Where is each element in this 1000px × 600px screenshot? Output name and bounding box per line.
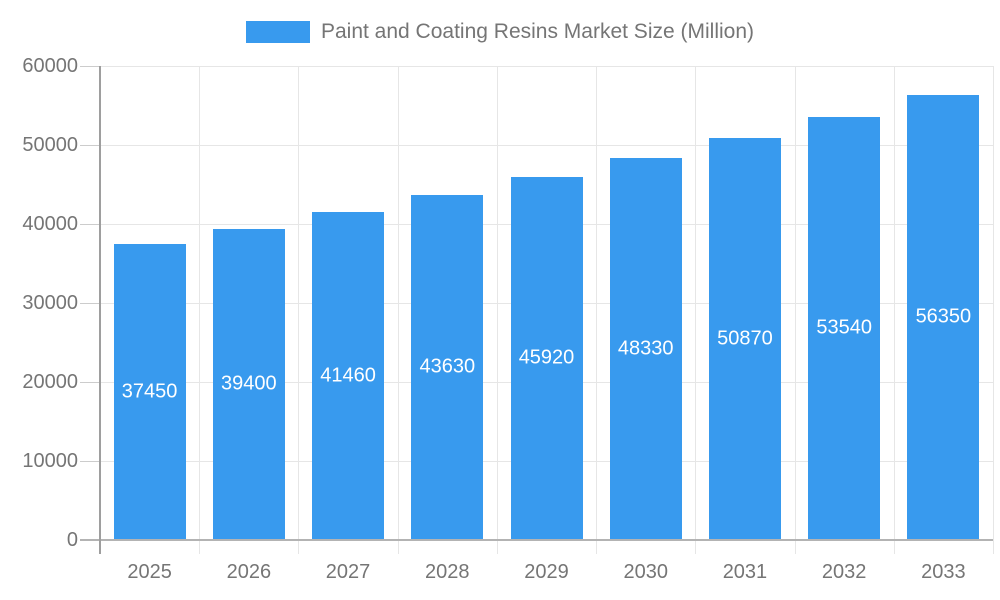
y-axis-label: 0 bbox=[66, 529, 78, 551]
bar-value-label: 50870 bbox=[717, 327, 773, 350]
bar-2031[interactable]: 50870 bbox=[708, 138, 781, 539]
x-axis-label: 2029 bbox=[524, 561, 569, 583]
bar-value-label: 43630 bbox=[419, 355, 476, 378]
y-axis-label: 50000 bbox=[22, 134, 78, 156]
y-axis-tick bbox=[80, 382, 100, 383]
bar-value-label: 48330 bbox=[617, 337, 674, 360]
x-axis-label: 2027 bbox=[325, 561, 371, 583]
bar-2025[interactable]: 37450 bbox=[113, 244, 186, 539]
y-gridline bbox=[100, 66, 993, 67]
y-axis-label: 30000 bbox=[22, 292, 78, 314]
bar-2032[interactable]: 53540 bbox=[808, 117, 881, 539]
y-axis-tick bbox=[80, 224, 100, 225]
legend-swatch bbox=[245, 21, 310, 43]
y-gridline bbox=[100, 145, 993, 146]
bar-2028[interactable]: 43630 bbox=[411, 195, 484, 539]
bar-value-label: 56350 bbox=[915, 305, 972, 328]
x-axis-label: 2025 bbox=[127, 561, 172, 583]
y-axis-label: 10000 bbox=[22, 450, 78, 472]
x-axis-label: 2030 bbox=[623, 561, 668, 583]
y-axis-tick bbox=[80, 303, 100, 304]
bar-value-label: 45920 bbox=[518, 346, 575, 369]
bar-value-label: 37450 bbox=[121, 380, 178, 403]
y-axis-label: 60000 bbox=[22, 55, 78, 77]
y-axis-tick bbox=[80, 145, 100, 146]
x-axis-label: 2033 bbox=[921, 561, 966, 583]
bar-value-label: 39400 bbox=[221, 372, 277, 395]
bar-2033[interactable]: 56350 bbox=[907, 94, 980, 539]
y-axis-line bbox=[99, 66, 101, 554]
bar-2026[interactable]: 39400 bbox=[212, 228, 285, 539]
x-axis-line bbox=[80, 539, 993, 541]
x-gridline bbox=[794, 66, 796, 554]
x-gridline bbox=[298, 66, 300, 554]
bar-2027[interactable]: 41460 bbox=[312, 212, 385, 539]
x-gridline bbox=[695, 66, 697, 554]
bar-value-label: 41460 bbox=[320, 364, 376, 387]
x-gridline bbox=[397, 66, 399, 554]
x-axis-label: 2032 bbox=[821, 561, 867, 583]
x-gridline bbox=[596, 66, 598, 554]
x-gridline bbox=[993, 66, 994, 554]
x-axis-label: 2031 bbox=[722, 561, 768, 583]
y-axis-tick bbox=[80, 66, 100, 67]
legend-label: Paint and Coating Resins Market Size (Mi… bbox=[320, 20, 754, 43]
x-axis-label: 2026 bbox=[226, 561, 272, 583]
y-axis-label: 40000 bbox=[22, 213, 78, 235]
bar-value-label: 53540 bbox=[816, 316, 872, 339]
x-gridline bbox=[199, 66, 201, 554]
chart-legend[interactable]: Paint and Coating Resins Market Size (Mi… bbox=[0, 20, 1000, 44]
bar-2029[interactable]: 45920 bbox=[510, 177, 583, 539]
bar-2030[interactable]: 48330 bbox=[609, 158, 682, 539]
x-axis-label: 2028 bbox=[425, 561, 470, 583]
y-axis-tick bbox=[80, 461, 100, 462]
x-gridline bbox=[893, 66, 895, 554]
x-gridline bbox=[496, 66, 498, 554]
y-axis-label: 20000 bbox=[22, 371, 78, 393]
